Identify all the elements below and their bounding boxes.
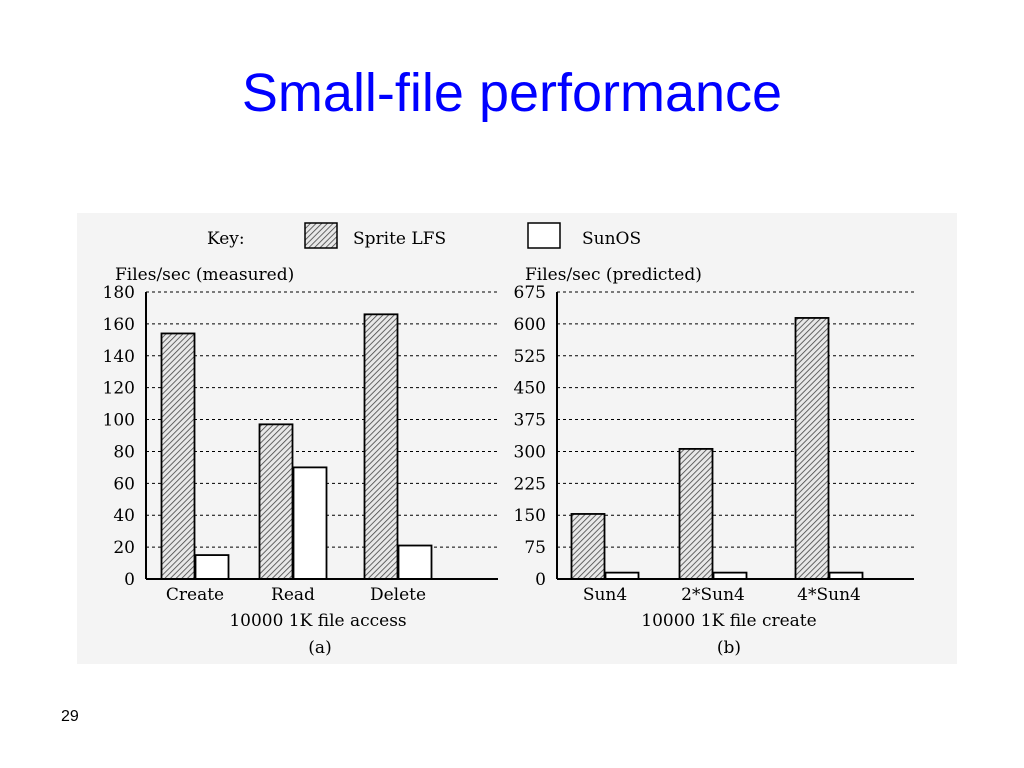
legend-swatch-sunos	[527, 222, 561, 249]
x-tick-label-b: 2*Sun4	[681, 585, 745, 605]
x-tick-label-a: Create	[166, 585, 224, 605]
y-tick-label-b: 450	[514, 379, 546, 399]
bar-sprite-lfs-a	[363, 313, 399, 580]
y-tick-label-a: 100	[103, 411, 135, 431]
y-tick-label-b: 225	[514, 474, 546, 494]
y-axis-label-a: Files/sec (measured)	[115, 265, 294, 285]
x-axis-label-a: 10000 1K file access	[229, 611, 406, 631]
legend: Key: Sprite LFS SunOS	[207, 222, 641, 249]
x-tick-label-a: Read	[271, 585, 315, 605]
x-tick-label-a: Delete	[370, 585, 426, 605]
bar-sunos-a	[194, 554, 230, 580]
legend-key-label: Key:	[207, 229, 245, 249]
y-axis-label-b: Files/sec (predicted)	[525, 265, 702, 285]
y-tick-label-a: 0	[124, 570, 135, 590]
legend-swatch-sprite-lfs	[304, 222, 338, 249]
y-tick-label-a: 60	[113, 474, 135, 494]
legend-label-sprite-lfs: Sprite LFS	[353, 229, 446, 249]
y-tick-label-b: 375	[514, 411, 546, 431]
y-tick-label-b: 600	[514, 315, 546, 335]
y-tick-label-b: 300	[514, 442, 546, 462]
panel-caption-b: (b)	[717, 638, 741, 658]
bar-sunos-a	[292, 466, 328, 580]
y-tick-label-b: 0	[535, 570, 546, 590]
y-tick-label-b: 75	[524, 538, 546, 558]
bar-sprite-lfs-b	[794, 317, 830, 580]
chart-panel-a: Files/sec (measured) 0 20 40 60 80 100 120 140 1…	[103, 265, 498, 658]
y-tick-label-b: 150	[514, 506, 546, 526]
y-tick-label-a: 40	[113, 506, 135, 526]
bar-sprite-lfs-a	[160, 332, 196, 580]
slide-title: Small-file performance	[241, 63, 783, 123]
y-tick-label-b: 675	[514, 283, 546, 303]
y-tick-label-a: 180	[103, 283, 135, 303]
page-number: 29	[61, 708, 79, 725]
y-tick-label-a: 160	[103, 315, 135, 335]
bar-sprite-lfs-b	[678, 447, 714, 580]
bar-sprite-lfs-b	[570, 513, 606, 580]
y-tick-label-a: 80	[113, 442, 135, 462]
x-tick-label-b: 4*Sun4	[797, 585, 861, 605]
y-tick-label-b: 525	[514, 347, 546, 367]
x-axis-label-b: 10000 1K file create	[641, 611, 816, 631]
x-tick-label-b: Sun4	[583, 585, 627, 605]
y-tick-label-a: 20	[113, 538, 135, 558]
chart-figure: Key: Sprite LFS SunOS Files/sec (measure…	[103, 222, 914, 658]
bar-sprite-lfs-a	[258, 423, 294, 580]
y-tick-label-a: 120	[103, 379, 135, 399]
y-tick-label-a: 140	[103, 347, 135, 367]
chart-panel-b: Files/sec (predicted) 0 75 150 225 300 375 450…	[514, 265, 914, 658]
bar-sunos-a	[397, 544, 433, 580]
panel-caption-a: (a)	[308, 638, 331, 658]
legend-label-sunos: SunOS	[582, 229, 641, 249]
